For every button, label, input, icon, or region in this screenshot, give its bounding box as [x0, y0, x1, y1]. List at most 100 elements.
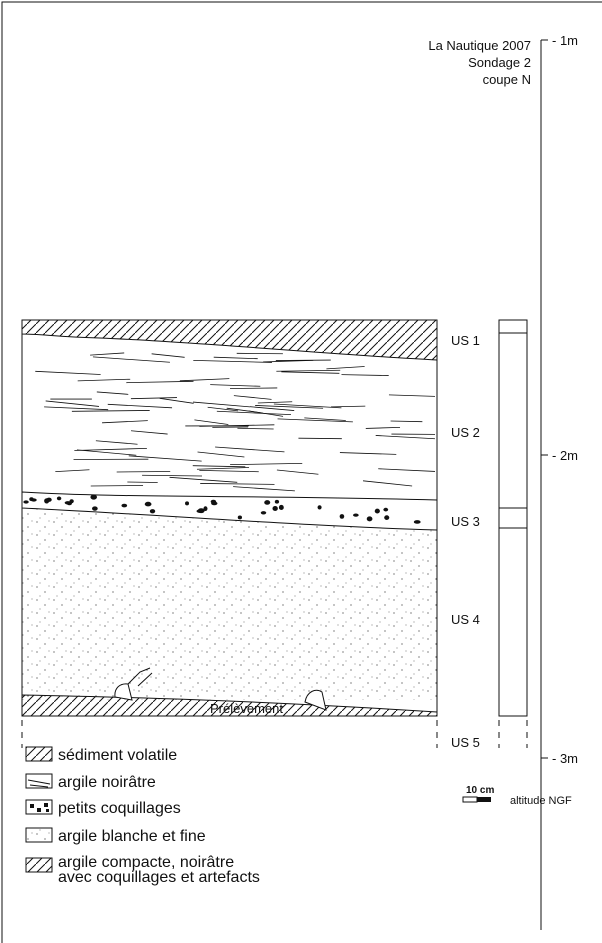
lamination	[130, 430, 168, 435]
shell	[121, 503, 128, 508]
lamination	[277, 418, 353, 423]
shell	[23, 500, 29, 504]
lamination	[233, 486, 295, 492]
shell	[413, 520, 421, 524]
section: Prélèvement	[21, 319, 528, 748]
shell	[339, 514, 345, 519]
lamination	[365, 426, 401, 429]
legend-label: argile blanche et fine	[58, 828, 206, 845]
us4-fill	[22, 500, 437, 700]
legend-swatch-line	[27, 779, 51, 788]
shell	[374, 508, 380, 514]
unit-label: US 3	[451, 514, 480, 529]
lamination	[230, 463, 303, 466]
shell	[317, 505, 322, 510]
shell	[185, 501, 190, 506]
shell	[211, 501, 218, 506]
lamination	[151, 353, 185, 358]
shell	[366, 516, 373, 522]
lamination	[233, 395, 272, 400]
legend-label: argile compacte, noirâtre	[58, 854, 234, 871]
lamination	[194, 419, 229, 425]
lamination	[179, 378, 230, 382]
shell	[260, 511, 267, 515]
scale-bar-part	[477, 797, 491, 802]
scale-bar: 10 cm altitude NGF	[462, 785, 572, 807]
lamination	[74, 447, 147, 451]
shell	[90, 494, 97, 500]
legend-swatch	[25, 827, 53, 843]
lamination	[192, 465, 246, 468]
lamination	[330, 405, 366, 408]
lamination	[273, 403, 342, 409]
lamination	[196, 467, 250, 470]
lamination	[237, 427, 274, 430]
sample-line	[127, 667, 153, 687]
header-line: Sondage 2	[468, 55, 531, 70]
shell	[384, 515, 390, 520]
lamination	[44, 406, 109, 411]
lamination	[255, 405, 324, 409]
annotation: Prélèvement	[210, 701, 283, 716]
scale-bar-unit: altitude NGF	[510, 795, 572, 807]
shell	[196, 509, 203, 513]
lamination	[249, 406, 295, 411]
lamination	[45, 400, 100, 407]
lamination	[257, 401, 293, 404]
lamination	[207, 406, 239, 412]
lamination	[276, 369, 341, 372]
lamination	[390, 420, 423, 423]
header-line: coupe N	[483, 72, 531, 87]
lamination	[77, 378, 131, 382]
lamination	[229, 387, 278, 389]
dashed-extension	[21, 720, 528, 748]
shell	[237, 515, 243, 520]
lamination	[90, 352, 125, 356]
lamination	[210, 384, 261, 387]
lamination	[142, 474, 203, 477]
shell	[383, 507, 389, 512]
lamination	[375, 435, 436, 440]
lamination	[213, 356, 258, 360]
shell	[46, 497, 52, 502]
lamination	[388, 394, 436, 397]
shell	[264, 500, 271, 505]
lamination	[116, 471, 171, 473]
shell	[56, 496, 62, 501]
lamination	[216, 410, 291, 416]
shell	[274, 499, 280, 504]
unit-label: US 4	[451, 612, 480, 627]
lamination	[92, 356, 170, 363]
shell	[353, 513, 359, 517]
legend-swatch	[25, 746, 53, 762]
shell	[278, 504, 284, 510]
lamination	[169, 476, 238, 483]
shell	[203, 506, 208, 512]
scale-label: - 2m	[552, 448, 578, 463]
shell	[144, 501, 152, 507]
legend-swatch	[25, 773, 53, 789]
lamination	[130, 397, 177, 400]
lamination	[107, 403, 173, 409]
lamination	[341, 374, 389, 376]
lamination	[215, 446, 285, 453]
lamination	[362, 480, 413, 487]
lamination	[95, 440, 138, 445]
legend-label: avec coquillages et artefacts	[58, 869, 260, 886]
lamination	[126, 380, 194, 384]
lamination	[192, 401, 251, 408]
legend-label: petits coquillages	[58, 800, 181, 817]
lamination	[304, 417, 346, 421]
lamination	[199, 424, 275, 427]
shell	[29, 497, 34, 502]
scale-label: - 1m	[552, 33, 578, 48]
shell	[92, 506, 98, 511]
lamination	[102, 420, 148, 424]
shell	[149, 509, 156, 514]
section-frame	[21, 319, 438, 717]
lamination	[263, 359, 314, 363]
lamination	[378, 468, 436, 472]
unit-label: US 1	[451, 333, 480, 348]
